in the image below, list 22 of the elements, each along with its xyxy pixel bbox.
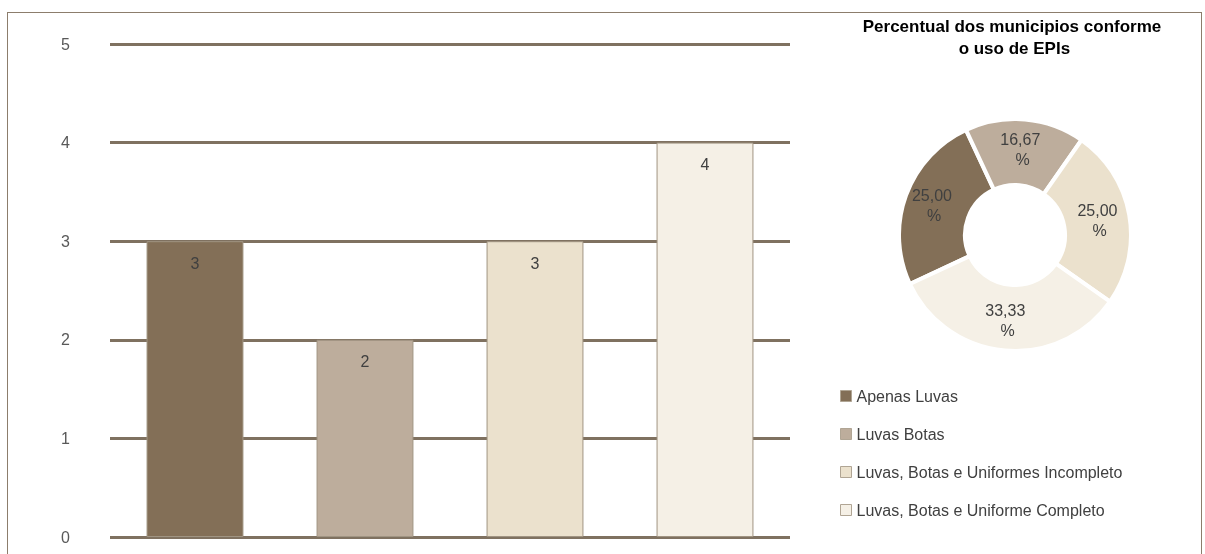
- legend-label: Luvas, Botas e Uniforme Completo: [856, 501, 1105, 519]
- data-label: 3: [530, 254, 540, 272]
- y-tick-label: 3: [61, 232, 71, 250]
- data-label: 25,00 %: [911, 187, 957, 225]
- legend-label: Luvas Botas: [856, 425, 945, 443]
- y-tick-label: 0: [61, 528, 71, 546]
- data-label: 25,00 %: [1077, 201, 1122, 239]
- data-label: 2: [360, 353, 370, 371]
- chart-title: Percentual dos municipios conforme o uso de EPIs: [862, 16, 1162, 58]
- bar: [486, 241, 584, 537]
- y-tick-label: 4: [61, 134, 71, 152]
- data-label: 33,33 %: [985, 302, 1030, 340]
- data-label: 16,67 %: [1000, 130, 1045, 168]
- y-tick-label: 5: [61, 35, 71, 53]
- legend-label: Luvas, Botas e Uniformes Incompleto: [856, 463, 1123, 481]
- legend-label: Apenas Luvas: [856, 387, 958, 405]
- data-label: 4: [700, 156, 710, 174]
- bar: [656, 142, 754, 537]
- y-tick-label: 1: [61, 429, 71, 447]
- y-tick-label: 2: [61, 331, 71, 349]
- bar: [316, 339, 414, 537]
- data-label: 3: [190, 254, 200, 272]
